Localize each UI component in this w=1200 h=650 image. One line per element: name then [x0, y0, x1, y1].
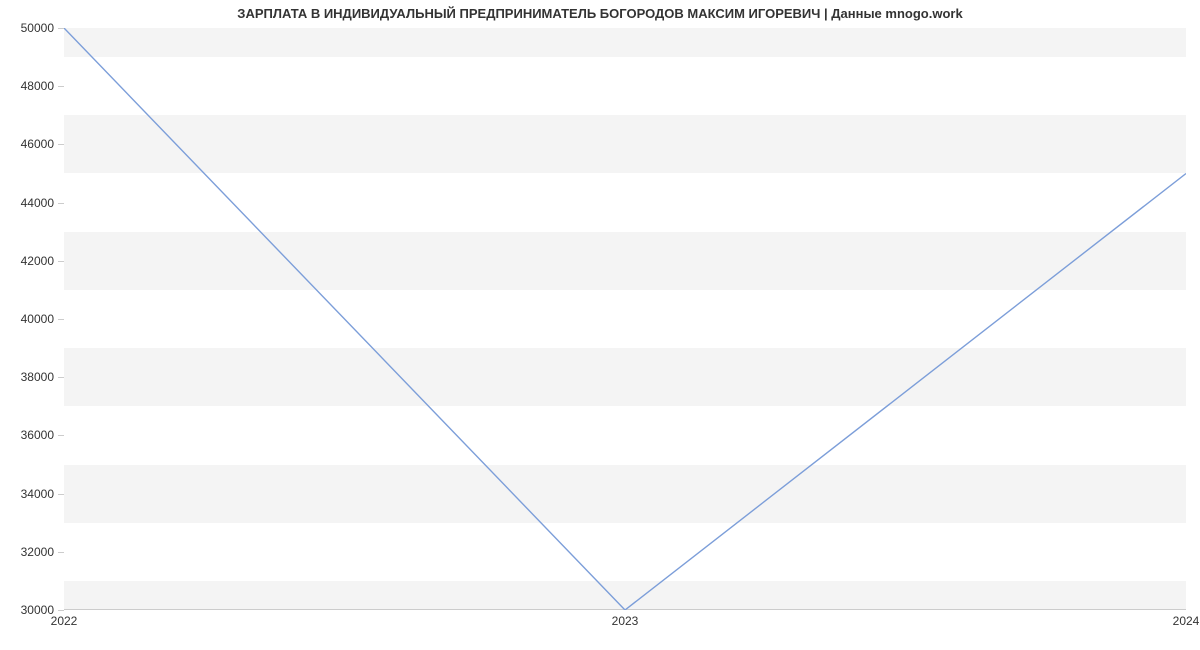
- y-tick: [58, 203, 64, 204]
- x-tick-label: 2024: [1173, 614, 1200, 628]
- y-tick: [58, 494, 64, 495]
- y-tick: [58, 610, 64, 611]
- x-tick-label: 2023: [612, 614, 639, 628]
- chart-plot-area: [64, 28, 1186, 610]
- x-tick-label: 2022: [51, 614, 78, 628]
- y-tick-label: 48000: [0, 79, 54, 93]
- y-tick: [58, 144, 64, 145]
- y-tick: [58, 28, 64, 29]
- chart-title: ЗАРПЛАТА В ИНДИВИДУАЛЬНЫЙ ПРЕДПРИНИМАТЕЛ…: [0, 6, 1200, 21]
- y-tick-label: 36000: [0, 428, 54, 442]
- y-tick: [58, 552, 64, 553]
- y-tick: [58, 377, 64, 378]
- y-tick-label: 46000: [0, 137, 54, 151]
- y-tick: [58, 86, 64, 87]
- y-tick-label: 50000: [0, 21, 54, 35]
- y-tick-label: 32000: [0, 545, 54, 559]
- y-tick-label: 40000: [0, 312, 54, 326]
- chart-line-svg: [64, 28, 1186, 610]
- series-line: [64, 28, 1186, 610]
- y-tick: [58, 261, 64, 262]
- y-tick-label: 38000: [0, 370, 54, 384]
- y-tick: [58, 435, 64, 436]
- y-tick-label: 42000: [0, 254, 54, 268]
- y-tick-label: 44000: [0, 196, 54, 210]
- y-tick-label: 30000: [0, 603, 54, 617]
- y-tick: [58, 319, 64, 320]
- y-tick-label: 34000: [0, 487, 54, 501]
